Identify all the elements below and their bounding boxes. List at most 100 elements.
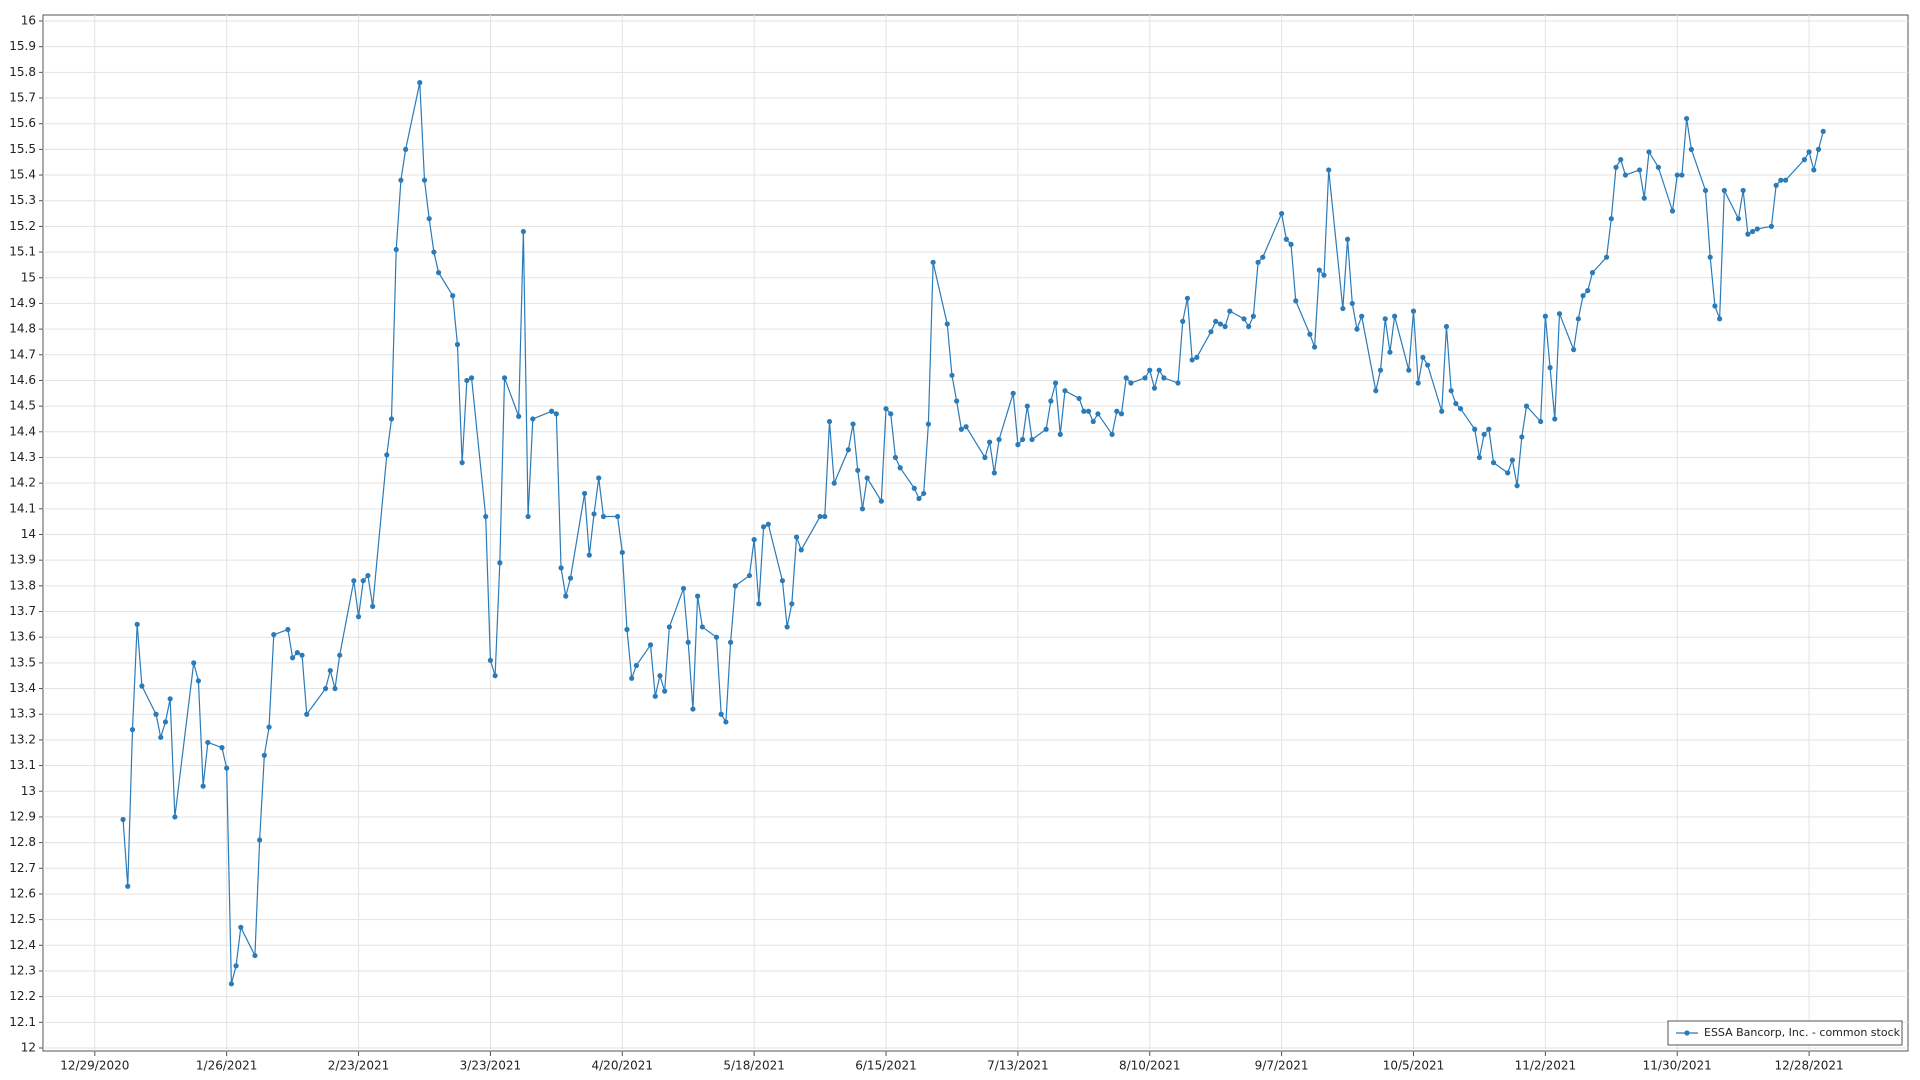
data-point: [257, 837, 263, 843]
data-point: [139, 683, 145, 689]
x-tick-label: 7/13/2021: [987, 1059, 1049, 1073]
data-point: [1486, 426, 1492, 432]
y-tick-label: 15.4: [9, 168, 36, 182]
data-point: [421, 177, 428, 183]
data-point: [388, 416, 395, 422]
data-point: [290, 655, 296, 661]
data-point: [1514, 483, 1520, 489]
x-tick-label: 3/23/2021: [460, 1059, 522, 1073]
data-point: [765, 521, 771, 527]
data-point: [1811, 167, 1817, 173]
x-tick-label: 11/2/2021: [1515, 1059, 1577, 1073]
data-point: [520, 228, 526, 235]
data-point: [450, 293, 456, 299]
data-point: [1749, 228, 1756, 235]
data-point: [195, 678, 202, 684]
data-point: [1505, 470, 1511, 476]
data-point: [624, 626, 630, 633]
data-point: [1109, 431, 1115, 437]
data-point: [647, 642, 654, 648]
y-tick-label: 12.3: [9, 963, 36, 977]
data-point: [888, 411, 894, 417]
data-point: [1547, 365, 1553, 371]
data-point: [497, 560, 503, 566]
data-point: [1519, 434, 1525, 440]
data-point: [1321, 272, 1327, 278]
data-point: [393, 246, 399, 253]
data-point: [1420, 354, 1426, 360]
data-point: [1387, 349, 1393, 355]
data-point: [492, 673, 498, 679]
data-point: [1081, 408, 1087, 414]
y-tick-label: 14.6: [9, 373, 36, 387]
data-point: [666, 624, 672, 630]
data-point: [1702, 187, 1709, 194]
data-point: [1052, 380, 1059, 386]
data-point: [1354, 326, 1360, 332]
y-tick-label: 14.9: [9, 296, 36, 310]
data-point: [365, 572, 371, 579]
data-point: [299, 652, 305, 658]
data-point: [944, 321, 950, 327]
data-point: [996, 436, 1002, 443]
data-point: [1246, 323, 1252, 330]
x-tick-label: 12/28/2021: [1775, 1059, 1844, 1073]
y-tick-label: 13: [21, 784, 36, 798]
data-point: [1740, 187, 1746, 194]
data-point: [1076, 395, 1082, 402]
data-point: [629, 675, 635, 681]
series-line: [122, 82, 1824, 984]
data-point: [1222, 323, 1228, 330]
y-tick-label: 14.2: [9, 476, 36, 490]
data-point: [954, 398, 960, 404]
data-point: [1754, 226, 1760, 232]
data-point: [1618, 157, 1624, 163]
data-point: [294, 650, 300, 656]
y-tick-label: 12.4: [9, 938, 36, 952]
data-point: [322, 685, 329, 692]
data-point: [1603, 254, 1610, 260]
y-tick-label: 14.8: [9, 322, 36, 336]
data-point: [1768, 223, 1775, 229]
data-point: [1448, 388, 1454, 394]
data-point: [464, 377, 470, 384]
data-point: [591, 511, 597, 517]
data-point: [417, 80, 423, 86]
data-point: [252, 952, 258, 959]
data-point: [454, 341, 461, 348]
y-tick-label: 14.3: [9, 450, 36, 464]
data-point: [1476, 454, 1483, 461]
data-point: [1669, 208, 1676, 214]
x-tick-label: 10/5/2021: [1383, 1059, 1445, 1073]
data-point: [695, 593, 701, 599]
data-point: [892, 454, 899, 461]
data-point: [553, 411, 559, 417]
data-point: [963, 424, 969, 430]
data-point: [930, 259, 936, 265]
data-point: [355, 614, 362, 620]
data-point: [205, 739, 211, 746]
data-point: [1293, 298, 1299, 304]
data-point: [1490, 460, 1497, 466]
data-point: [436, 270, 442, 276]
data-point: [1373, 388, 1379, 394]
legend: ESSA Bancorp, Inc. - common stock: [1667, 1020, 1903, 1046]
data-point: [1024, 403, 1030, 409]
data-point: [1410, 308, 1417, 314]
data-point: [1085, 408, 1092, 414]
data-point: [1382, 316, 1388, 322]
data-point: [384, 452, 390, 458]
data-point: [685, 639, 691, 645]
y-tick-label: 15.6: [9, 116, 36, 130]
x-tick-label: 4/20/2021: [592, 1059, 654, 1073]
legend-swatch-dot: [1684, 1030, 1690, 1036]
data-point: [760, 524, 767, 530]
data-point: [949, 372, 955, 378]
data-point: [1288, 241, 1294, 247]
data-point: [1326, 167, 1332, 173]
data-point: [1721, 187, 1727, 194]
data-point: [1227, 308, 1233, 314]
x-tick-label: 6/15/2021: [855, 1059, 917, 1073]
data-point: [261, 752, 267, 758]
